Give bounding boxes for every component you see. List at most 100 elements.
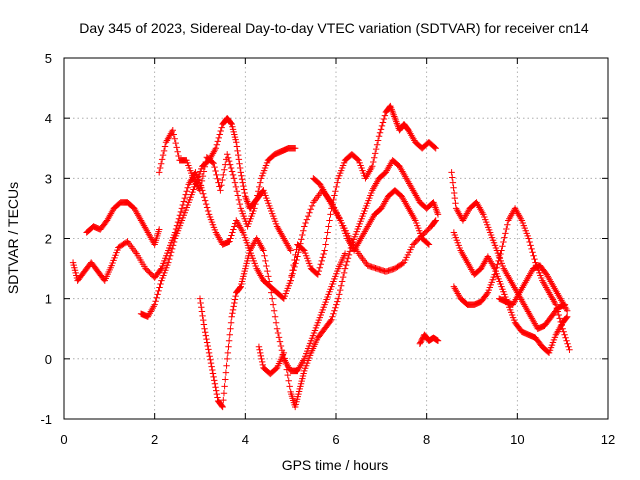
data-point — [554, 308, 562, 315]
data-point — [287, 247, 294, 254]
data-point — [289, 267, 296, 274]
data-point — [165, 259, 172, 266]
data-point — [160, 147, 168, 155]
data-point — [450, 184, 457, 191]
data-point — [233, 188, 241, 195]
data-point — [553, 304, 561, 312]
data-point — [178, 205, 186, 212]
data-point — [314, 271, 322, 278]
y-tick-label: 5 — [45, 51, 52, 66]
data-point — [223, 362, 230, 369]
data-point — [259, 361, 267, 369]
data-point — [370, 158, 377, 166]
data-point — [334, 179, 341, 186]
x-tick-label: 12 — [601, 432, 615, 447]
data-point — [558, 322, 565, 329]
data-point — [226, 161, 234, 168]
data-point — [493, 264, 500, 271]
data-point — [399, 260, 406, 267]
data-point — [156, 169, 163, 176]
data-point — [222, 369, 230, 376]
data-point — [274, 329, 282, 337]
data-point — [563, 314, 570, 321]
data-point — [434, 337, 442, 344]
data-point — [212, 387, 220, 394]
data-point — [224, 355, 231, 363]
data-point — [344, 255, 352, 262]
data-point — [500, 238, 507, 246]
data-point — [231, 299, 238, 307]
data-point — [556, 315, 563, 322]
y-tick-label: -1 — [40, 412, 52, 427]
data-point — [227, 164, 235, 172]
data-point — [205, 349, 213, 357]
data-point — [336, 291, 343, 298]
data-point — [299, 231, 306, 239]
data-point — [379, 119, 387, 126]
data-point — [170, 131, 177, 138]
data-point — [220, 171, 227, 179]
data-point — [207, 356, 214, 363]
data-point — [354, 156, 361, 163]
data-point — [291, 256, 298, 264]
data-point — [240, 186, 248, 193]
data-point — [225, 157, 233, 165]
data-point — [531, 255, 538, 263]
data-point — [269, 295, 276, 302]
data-point — [275, 334, 283, 341]
data-point — [229, 306, 237, 314]
data-point — [234, 147, 241, 155]
data-point — [211, 377, 218, 384]
data-point — [226, 238, 233, 245]
data-point — [196, 295, 204, 302]
data-point — [169, 242, 177, 249]
data-point — [212, 383, 219, 391]
data-point — [451, 194, 459, 202]
data-point — [503, 225, 510, 233]
data-point — [285, 377, 292, 384]
data-point — [231, 296, 239, 303]
data-point — [230, 303, 237, 310]
data-point — [220, 396, 227, 404]
data-point — [219, 176, 226, 184]
data-point — [214, 394, 221, 401]
data-point — [377, 126, 385, 133]
data-point — [236, 160, 243, 167]
data-point — [257, 179, 264, 186]
data-point — [155, 287, 162, 295]
data-point — [157, 160, 165, 167]
data-point — [483, 290, 491, 298]
data-point — [371, 154, 378, 161]
data-point — [341, 250, 349, 257]
y-tick-label: 4 — [45, 111, 52, 126]
data-point — [557, 318, 564, 326]
y-axis-label: SDTVAR / TECUs — [5, 182, 21, 294]
data-point — [201, 328, 209, 336]
data-point — [217, 127, 224, 135]
data-point — [229, 229, 236, 236]
data-point — [202, 200, 210, 208]
data-point — [204, 342, 211, 350]
data-point — [232, 183, 240, 191]
data-point — [151, 301, 158, 308]
data-point — [167, 249, 175, 256]
data-point — [374, 137, 382, 144]
data-point — [173, 144, 180, 151]
data-point — [183, 188, 190, 195]
data-point — [286, 383, 293, 390]
data-point — [257, 349, 264, 357]
data-point — [269, 301, 277, 308]
data-point — [200, 190, 207, 198]
data-point — [224, 349, 232, 357]
data-point — [283, 366, 290, 373]
data-point — [260, 247, 267, 254]
data-point — [235, 196, 243, 204]
data-point — [218, 124, 225, 131]
data-point — [205, 346, 212, 353]
data-point — [226, 331, 233, 338]
data-point — [345, 251, 353, 259]
y-tick-label: 1 — [45, 292, 52, 307]
data-point — [497, 250, 504, 258]
data-point — [156, 284, 163, 291]
